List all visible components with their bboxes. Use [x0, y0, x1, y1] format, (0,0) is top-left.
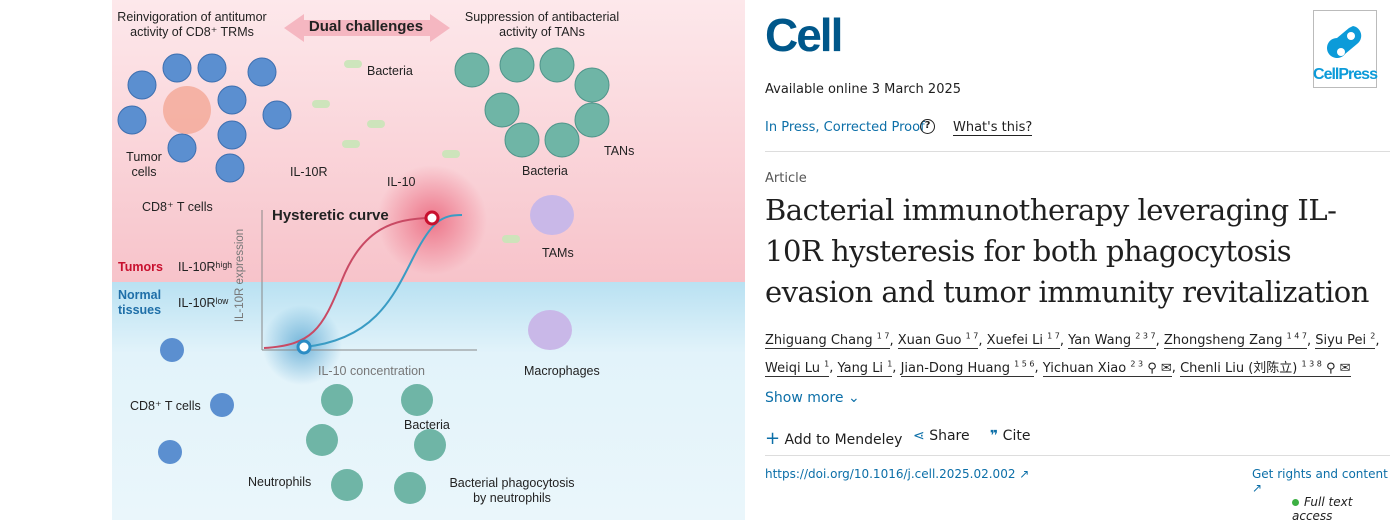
access-text: Full text access: [1292, 495, 1353, 523]
affiliation-sup: 2: [1370, 332, 1376, 341]
author-name: Jian-Dong Huang: [900, 360, 1010, 376]
label-tumor-cells: Tumor cells: [126, 150, 162, 179]
status-link[interactable]: In Press, Corrected Proof: [765, 120, 925, 135]
whats-this-link[interactable]: What's this?: [953, 120, 1033, 136]
article-title: Bacterial immunotherapy leveraging IL-10…: [765, 193, 1369, 309]
cite-label: Cite: [1002, 428, 1031, 444]
label-il10r: IL-10R: [290, 165, 328, 179]
doi-text: https://doi.org/10.1016/j.cell.2025.02.0…: [765, 467, 1016, 481]
publisher-name: CellPress: [1313, 66, 1378, 83]
author-name: Zhongsheng Zang: [1163, 333, 1283, 349]
affiliation-sup: 1 7: [1047, 332, 1060, 341]
add-mendeley-label: Add to Mendeley: [784, 432, 903, 448]
person-icon: ⚲: [1143, 360, 1157, 376]
author-link[interactable]: Jian-Dong Huang 1 5 6: [900, 359, 1035, 377]
x-axis-label: IL-10 concentration: [318, 364, 426, 378]
affiliation-sup: 1 4 7: [1286, 332, 1307, 341]
show-more-label: Show more: [765, 390, 844, 406]
author-list: Zhiguang Chang 1 7, Xuan Guo 1 7, Xuefei…: [765, 332, 1380, 377]
label-cd8-bottom: CD8⁺ T cells: [130, 399, 201, 413]
author-name: Yan Wang: [1068, 333, 1132, 349]
rights-text: Get rights and content: [1252, 467, 1388, 481]
label-il10r-high: IL-10Rʰⁱᵍʰ: [178, 260, 233, 274]
person-icon: ⚲: [1321, 360, 1336, 376]
author-name: Weiqi Lu: [765, 360, 820, 376]
author-name: Xuan Guo: [897, 333, 962, 349]
affiliation-sup: 2 3: [1130, 359, 1144, 369]
graphical-abstract: Reinvigoration of antitumor activity of …: [112, 0, 745, 520]
affiliation-sup: 1: [887, 359, 893, 369]
author-link[interactable]: Weiqi Lu 1: [765, 359, 830, 377]
affiliation-sup: 1 7: [965, 332, 979, 341]
author-link[interactable]: Yan Wang 2 3 7: [1068, 332, 1156, 350]
label-tans: TANs: [604, 144, 635, 158]
article-type: Article: [765, 171, 807, 186]
label-tumors: Tumors: [118, 260, 163, 274]
rights-link[interactable]: Get rights and content ↗: [1252, 467, 1390, 495]
publisher-logo[interactable]: CellPress: [1313, 10, 1378, 88]
header-left: Reinvigoration of antitumor activity of …: [117, 10, 267, 39]
label-bacteria-top: Bacteria: [367, 64, 413, 78]
author-link[interactable]: Chenli Liu (刘陈立) 1 3 8 ⚲ ✉: [1180, 359, 1351, 377]
label-cd8-top: CD8⁺ T cells: [142, 200, 213, 214]
mail-icon: ✉: [1335, 360, 1351, 376]
chevron-down-icon: ⌄: [847, 390, 860, 406]
divider: [765, 151, 1390, 152]
author-link[interactable]: Yichuan Xiao 2 3 ⚲ ✉: [1042, 359, 1172, 377]
affiliation-sup: 2 3 7: [1135, 332, 1156, 341]
author-name: Zhiguang Chang: [765, 333, 873, 349]
show-more-button[interactable]: Show more ⌄: [765, 390, 860, 406]
author-name: Siyu Pei: [1315, 333, 1367, 349]
author-name: Chenli Liu (刘陈立): [1180, 360, 1298, 376]
y-axis-label: IL-10R expression: [234, 228, 247, 323]
help-icon[interactable]: ?: [920, 119, 935, 134]
author-name: Yichuan Xiao: [1042, 360, 1127, 376]
author-name: Yang Li: [837, 360, 884, 376]
quote-icon: ❞: [990, 428, 999, 444]
author-name: Xuefei Li: [986, 333, 1043, 349]
author-link[interactable]: Siyu Pei 2: [1315, 332, 1376, 350]
available-online: Available online 3 March 2025: [765, 82, 962, 97]
cite-button[interactable]: ❞ Cite: [990, 428, 1030, 444]
access-badge: Full text access: [1292, 495, 1390, 523]
affiliation-sup: 1 5 6: [1014, 359, 1035, 369]
label-hysteretic-curve: Hysteretic curve: [272, 207, 389, 224]
doi-link[interactable]: https://doi.org/10.1016/j.cell.2025.02.0…: [765, 467, 1029, 481]
header-right: Suppression of antibacterial activity of…: [464, 10, 620, 39]
external-link-icon: ↗: [1252, 481, 1263, 495]
author-link[interactable]: Yang Li 1: [837, 359, 893, 377]
article-header: Cell CellPress Available online 3 March …: [765, 0, 1390, 523]
journal-logo[interactable]: Cell: [765, 9, 843, 61]
label-bacteria-bottom: Bacteria: [404, 418, 450, 432]
author-link[interactable]: Zhongsheng Zang 1 4 7: [1163, 332, 1307, 350]
label-neutrophils: Neutrophils: [248, 475, 312, 489]
author-link[interactable]: Zhiguang Chang 1 7: [765, 332, 890, 350]
cellpress-icon: [1327, 26, 1362, 58]
share-label: Share: [929, 428, 970, 444]
share-icon: ⋖: [913, 428, 925, 444]
affiliation-sup: 1: [824, 359, 830, 369]
label-il10r-low: IL-10Rˡᵒʷ: [178, 296, 229, 310]
author-link[interactable]: Xuefei Li 1 7: [986, 332, 1060, 350]
abstract-illustration: [112, 0, 745, 520]
affiliation-sup: 1 7: [876, 332, 890, 341]
green-dot-icon: [1292, 499, 1299, 506]
divider: [765, 455, 1390, 456]
label-phagocytosis: Bacterial phagocytosis by neutrophils: [449, 476, 575, 505]
label-tams: TAMs: [542, 246, 574, 260]
mail-icon: ✉: [1156, 360, 1172, 376]
label-normal-tissues: Normal tissues: [118, 288, 162, 317]
header-center: Dual challenges: [308, 18, 424, 35]
share-button[interactable]: ⋖ Share: [913, 428, 970, 444]
label-il10: IL-10: [387, 175, 416, 189]
external-link-icon: ↗: [1019, 467, 1030, 481]
author-link[interactable]: Xuan Guo 1 7: [897, 332, 979, 350]
plus-icon: +: [765, 428, 781, 449]
add-mendeley-button[interactable]: + Add to Mendeley: [765, 428, 902, 449]
label-macrophages: Macrophages: [524, 364, 600, 378]
label-bacteria-right: Bacteria: [522, 164, 568, 178]
affiliation-sup: 1 3 8: [1301, 359, 1322, 369]
